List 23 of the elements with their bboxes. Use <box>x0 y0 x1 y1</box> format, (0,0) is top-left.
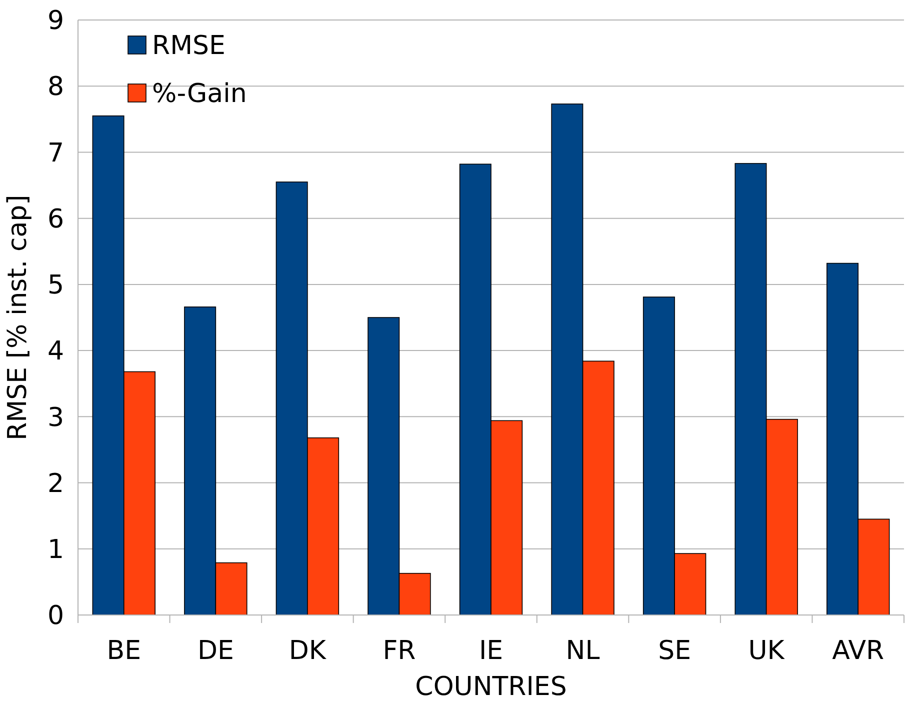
y-tick-label: 2 <box>47 468 64 499</box>
y-tick-label: 8 <box>47 72 64 102</box>
x-tick-label: DE <box>197 636 234 666</box>
x-tick-label: FR <box>382 636 416 666</box>
y-tick-label: 6 <box>47 204 64 234</box>
x-tick-label: DK <box>288 636 327 666</box>
y-tick-label: 3 <box>47 402 64 433</box>
y-tick-label: 7 <box>47 138 64 168</box>
x-axis-title: COUNTRIES <box>415 672 567 702</box>
legend-label: RMSE <box>152 31 226 62</box>
x-tick-label: BE <box>106 636 142 666</box>
y-tick-label: 4 <box>47 336 64 367</box>
legend-label: %-Gain <box>152 79 247 110</box>
x-tick-label: AVR <box>832 636 884 666</box>
x-tick-label: SE <box>658 636 692 666</box>
y-tick-label: 0 <box>47 601 64 632</box>
y-tick-label: 5 <box>47 270 64 301</box>
x-tick-label: UK <box>748 636 786 666</box>
y-axis-title: RMSE [% inst. cap] <box>3 194 33 440</box>
x-tick-label: NL <box>566 636 600 666</box>
y-tick-label: 1 <box>47 534 64 565</box>
x-tick-label: IE <box>478 636 504 666</box>
y-tick-label: 9 <box>47 6 64 36</box>
